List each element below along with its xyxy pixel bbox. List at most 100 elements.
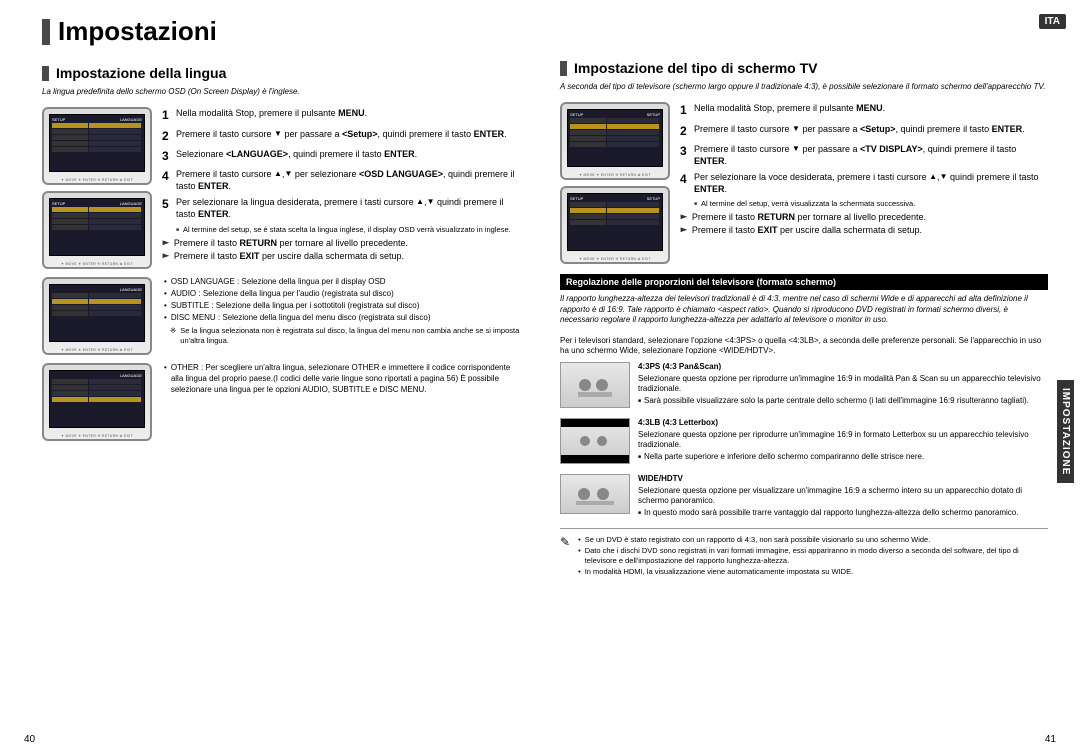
subnote-text: Al termine del setup, se è stata scelta … (183, 225, 511, 234)
main-title: Impostazioni (42, 16, 520, 47)
format-title: 4:3PS (4:3 Pan&Scan) (638, 362, 1048, 372)
tv-mockup: SETUP SETUP ✦ MOVE ✦ ENTER ⟲ RETURN ⊗ EXI… (560, 186, 670, 264)
bullet-row: SUBTITLE : Selezione della lingua per i … (162, 301, 520, 312)
tv-hdr-r: SETUP (647, 196, 660, 201)
format-bullet: Nella parte superiore e inferiore dello … (638, 452, 1048, 462)
format-bullet: In questo modo sarà possibile trarre van… (638, 508, 1048, 518)
tv-screen: LANGUAGE (49, 370, 145, 428)
step-num: 2 (162, 128, 176, 144)
step-text: Premere il tasto cursore ▼ per passare a… (176, 128, 520, 144)
format-title: WIDE/HDTV (638, 474, 1048, 484)
tv-stack-2: LANGUAGE ✦ MOVE ✦ ENTER ⟲ RETURN ⊗ EXIT (42, 277, 152, 355)
tv-screen: SETUP SETUP (567, 109, 663, 167)
tv-mockup: LANGUAGE ✦ MOVE ✦ ENTER ⟲ RETURN ⊗ EXIT (42, 277, 152, 355)
left-steps-block-1: SETUPLANGUAGE ✦ MOVE ✦ ENTER ⟲ RETURN ⊗ … (42, 107, 520, 269)
step-text: Nella modalità Stop, premere il pulsante… (176, 107, 520, 123)
bullet-row: Se un DVD è stato registrato con un rapp… (576, 535, 1048, 545)
arrow-return: Premere il tasto RETURN per tornare al l… (162, 238, 520, 248)
tv-hdr-r: LANGUAGE (120, 201, 142, 206)
step-num: 1 (680, 102, 694, 118)
page-spread: Impostazioni Impostazione della lingua L… (0, 0, 1080, 753)
bullet-text: DISC MENU : Selezione della lingua del m… (171, 313, 431, 324)
bullet-row: OTHER : Per scegliere un'altra lingua, s… (162, 363, 520, 395)
page-num-right: 41 (1045, 734, 1056, 745)
bullet-text: In modalità HDMI, la visualizzazione vie… (585, 567, 853, 577)
format-text: 4:3PS (4:3 Pan&Scan) Selezionare questa … (638, 362, 1048, 408)
tv-hdr-r: SETUP (647, 112, 660, 117)
tv-screen: SETUPLANGUAGE (49, 114, 145, 172)
left-steps-block-2: LANGUAGE ✦ MOVE ✦ ENTER ⟲ RETURN ⊗ EXIT … (42, 277, 520, 355)
intro-text: Per i televisori standard, selezionare l… (560, 336, 1048, 357)
right-section-title: Impostazione del tipo di schermo TV (574, 60, 817, 76)
right-section-header: Impostazione del tipo di schermo TV (560, 60, 1048, 76)
section-bar-icon (42, 66, 49, 81)
left-steps: 1Nella modalità Stop, premere il pulsant… (162, 107, 520, 269)
page-right: ITA IMPOSTAZIONE Impostazione del tipo d… (540, 0, 1080, 753)
arrow-exit: Premere il tasto EXIT per uscire dalla s… (162, 251, 520, 261)
format-bullet: Sarà possibile visualizzare solo la part… (638, 396, 1048, 406)
tv-hdr-l: SETUP (570, 196, 583, 201)
step-subnote: Al termine del setup, se è stata scelta … (176, 225, 520, 234)
format-bullet-text: Sarà possibile visualizzare solo la part… (644, 396, 1029, 406)
format-bullet-text: In questo modo sarà possibile trarre van… (644, 508, 1018, 518)
left-section-header: Impostazione della lingua (42, 65, 520, 81)
step-num: 4 (162, 168, 176, 192)
bullet-text: OTHER : Per scegliere un'altra lingua, s… (171, 363, 520, 395)
asterisk-note: Se la lingua selezionata non è registrat… (170, 326, 520, 346)
main-title-text: Impostazioni (58, 16, 217, 47)
step-num: 3 (162, 148, 176, 164)
bullet-text: SUBTITLE : Selezione della lingua per i … (171, 301, 420, 312)
bullet-row: AUDIO : Selezione della lingua per l'aud… (162, 289, 520, 300)
tv-mockup: SETUPSETUP ✦ MOVE ✦ ENTER ⟲ RETURN ⊗ EXI… (560, 102, 670, 180)
left-section-title: Impostazione della lingua (56, 65, 226, 81)
tv-hdr-l: SETUP (52, 117, 65, 122)
tv-footer: ✦ MOVE ✦ ENTER ⟲ RETURN ⊗ EXIT (44, 348, 150, 352)
tv-mockup: LANGUAGE ✦ MOVE ✦ ENTER ⟲ RETURN ⊗ EXIT (42, 363, 152, 441)
format-wide: WIDE/HDTV Selezionare questa opzione per… (560, 474, 1048, 518)
tv-hdr-r: LANGUAGE (120, 287, 142, 292)
tv-stack-3: LANGUAGE ✦ MOVE ✦ ENTER ⟲ RETURN ⊗ EXIT (42, 363, 152, 441)
left-steps-block-3: LANGUAGE ✦ MOVE ✦ ENTER ⟲ RETURN ⊗ EXIT … (42, 363, 520, 441)
tv-hdr-l: SETUP (570, 112, 583, 117)
pencil-note-block: ✎ Se un DVD è stato registrato con un ra… (560, 528, 1048, 579)
step-subnote: Al termine del setup, verrà visualizzata… (694, 199, 1048, 208)
format-desc: Selezionare questa opzione per riprodurr… (638, 430, 1048, 451)
format-desc: Selezionare questa opzione per visualizz… (638, 486, 1048, 507)
bullet-row: DISC MENU : Selezione della lingua del m… (162, 313, 520, 324)
right-steps-block: SETUP SETUP ✦ MOVE ✦ ENTER ⟲ RETURN ⊗ EXI… (560, 102, 1048, 264)
tv-footer: ✦ MOVE ✦ ENTER ⟲ RETURN ⊗ EXIT (44, 262, 150, 266)
arrow-exit: Premere il tasto EXIT per uscire dalla s… (680, 225, 1048, 235)
right-steps: 1Nella modalità Stop, premere il pulsant… (680, 102, 1048, 264)
section-bar-icon (560, 61, 567, 76)
format-image-icon (560, 418, 630, 464)
format-text: WIDE/HDTV Selezionare questa opzione per… (638, 474, 1048, 518)
left-italic-note: La lingua predefinita dello schermo OSD … (42, 87, 520, 97)
step-text: Nella modalità Stop, premere il pulsante… (694, 102, 1048, 118)
pencil-icon: ✎ (560, 535, 570, 579)
bullet-block-1: OSD LANGUAGE : Selezione della lingua pe… (162, 277, 520, 347)
format-title: 4:3LB (4:3 Letterbox) (638, 418, 1048, 428)
step-num: 3 (680, 143, 694, 167)
format-letterbox: 4:3LB (4:3 Letterbox) Selezionare questa… (560, 418, 1048, 464)
tv-hdr-r: LANGUAGE (120, 373, 142, 378)
bullet-text: Se un DVD è stato registrato con un rapp… (585, 535, 931, 545)
right-italic-note: A seconda del tipo di televisore (scherm… (560, 82, 1048, 92)
bullet-row: OSD LANGUAGE : Selezione della lingua pe… (162, 277, 520, 288)
step-num: 4 (680, 171, 694, 195)
format-bullet-text: Nella parte superiore e inferiore dello … (644, 452, 924, 462)
lang-badge: ITA (1039, 14, 1066, 29)
step-num: 5 (162, 196, 176, 220)
tv-footer: ✦ MOVE ✦ ENTER ⟲ RETURN ⊗ EXIT (562, 257, 668, 261)
tv-mockup: SETUPLANGUAGE ✦ MOVE ✦ ENTER ⟲ RETURN ⊗ … (42, 107, 152, 185)
step-num: 1 (162, 107, 176, 123)
step-text: Selezionare <LANGUAGE>, quindi premere i… (176, 148, 520, 164)
format-image-icon (560, 362, 630, 408)
bullet-row: Dato che i dischi DVD sono registrati in… (576, 546, 1048, 566)
banner-italic: Il rapporto lunghezza-altezza dei televi… (560, 294, 1048, 325)
tv-mockup: SETUP LANGUAGE ✦ MOVE ✦ ENTER ⟲ RETURN ⊗ … (42, 191, 152, 269)
step-text: Premere il tasto cursore ▼ per passare a… (694, 123, 1048, 139)
format-panscan: 4:3PS (4:3 Pan&Scan) Selezionare questa … (560, 362, 1048, 408)
subnote-text: Al termine del setup, verrà visualizzata… (701, 199, 915, 208)
step-text: Per selezionare la voce desiderata, prem… (694, 171, 1048, 195)
tv-hdr-l: SETUP (52, 201, 65, 206)
